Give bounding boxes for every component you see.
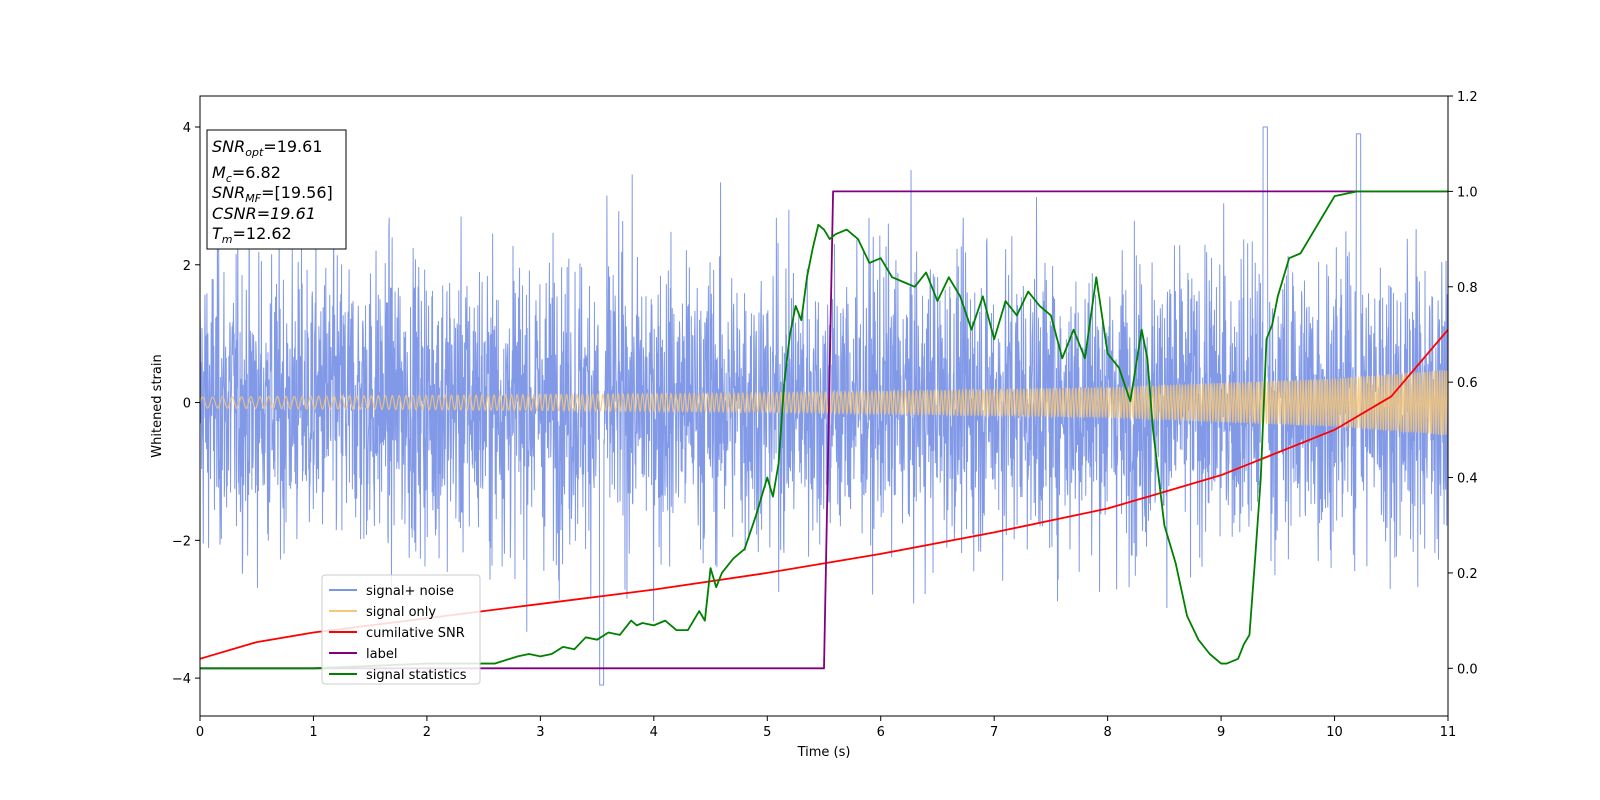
y-left-tick-label: 4 (183, 121, 191, 136)
x-tick-label: 5 (763, 725, 771, 740)
x-tick-label: 10 (1326, 725, 1343, 740)
x-tick-label: 11 (1440, 725, 1457, 740)
x-tick-label: 4 (650, 725, 658, 740)
y-right-tick-label: 1.0 (1457, 185, 1478, 200)
axis-ticks: 0 1 2 3 4 5 6 7 8 9 10 11 4 2 0 −2 −4 1.2 1.0 0.8 0.6 0.4 0.2 0… (172, 90, 1478, 740)
x-tick-label: 8 (1103, 725, 1111, 740)
y-right-tick-label: 0.6 (1457, 376, 1478, 391)
x-tick-label: 6 (877, 725, 885, 740)
info-box-frame (206, 129, 347, 250)
x-tick-label: 0 (196, 725, 204, 740)
y-right-tick-label: 0.0 (1457, 662, 1478, 677)
series-signal-only-line (200, 370, 1448, 436)
y-left-tick-label: −4 (172, 672, 191, 687)
y-right-tick-label: 0.8 (1457, 281, 1478, 296)
series-label-line (200, 190, 1448, 670)
x-axis-label: Time (s) (797, 745, 851, 760)
legend-entry-label: cumilative SNR (366, 626, 465, 641)
x-tick-label: 7 (990, 725, 998, 740)
info-tm: Tm=12.62 (212, 224, 292, 246)
info-csnr: CSNR=19.61 (212, 204, 316, 223)
y-axis-label: Whitened strain (150, 354, 165, 457)
snr-info-box: SNRopt=19.61 Mc=6.82 SNRMF=[19.56] CSNR=… (206, 129, 347, 250)
x-tick-label: 9 (1217, 725, 1225, 740)
y-right-tick-label: 1.2 (1457, 90, 1478, 105)
legend-frame (321, 574, 481, 685)
y-left-tick-label: −2 (172, 534, 191, 549)
legend-entry-label: label (366, 647, 397, 662)
y-left-tick-label: 0 (183, 397, 191, 412)
y-left-tick-label: 2 (183, 259, 191, 274)
legend: signal+ noise signal only cumilative SNR la… (321, 574, 481, 685)
axes-frame (199, 95, 1449, 717)
legend-entry-label: signal statistics (366, 668, 467, 683)
series-signal-noise-line (200, 126, 1448, 686)
x-tick-label: 3 (536, 725, 544, 740)
info-snr-opt: SNRopt=19.61 (212, 137, 323, 159)
legend-entry-label: signal only (366, 605, 436, 620)
x-tick-label: 2 (423, 725, 431, 740)
series-signal-statistics-line (200, 190, 1448, 670)
legend-entry-label: signal+ noise (366, 584, 454, 599)
y-right-tick-label: 0.4 (1457, 472, 1478, 487)
info-snr-mf: SNRMF=[19.56] (212, 183, 333, 205)
x-tick-label: 1 (309, 725, 317, 740)
y-right-tick-label: 0.2 (1457, 567, 1478, 582)
info-chirp-mass: Mc=6.82 (212, 163, 281, 185)
